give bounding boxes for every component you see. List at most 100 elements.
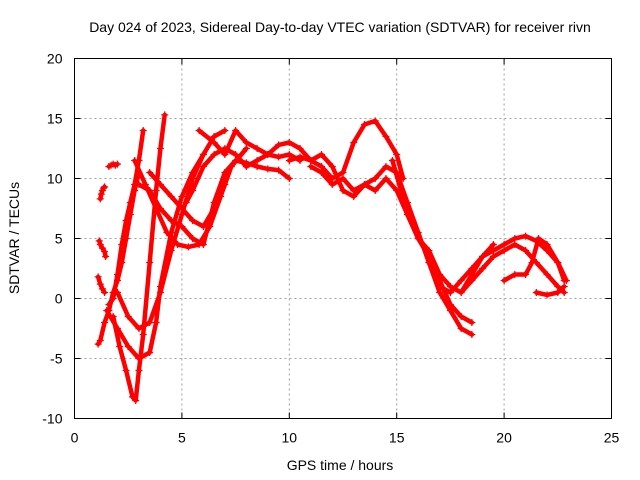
- data-point: [94, 273, 102, 281]
- data-series-track-4: [95, 274, 107, 295]
- data-point: [182, 199, 190, 206]
- data-points-track-2: [95, 237, 110, 260]
- data-point: [98, 285, 106, 293]
- data-points-track-21: [532, 283, 568, 299]
- data-point: [328, 181, 336, 188]
- data-point: [189, 187, 197, 194]
- data-point: [113, 160, 121, 168]
- data-point: [152, 319, 160, 326]
- data-point: [206, 223, 214, 230]
- data-point: [146, 349, 154, 356]
- data-point: [532, 289, 540, 296]
- data-point: [436, 289, 444, 296]
- x-axis-label: GPS time / hours: [287, 457, 394, 473]
- data-point: [339, 187, 347, 194]
- data-point: [189, 217, 197, 224]
- data-point: [397, 187, 405, 194]
- data-point: [360, 181, 368, 188]
- data-point: [210, 151, 218, 158]
- data-point: [242, 163, 250, 170]
- data-point: [116, 343, 124, 350]
- data-point: [328, 163, 336, 170]
- data-point: [122, 367, 130, 374]
- data-point: [199, 163, 207, 170]
- data-point: [146, 259, 154, 266]
- data-point: [371, 187, 379, 194]
- data-point: [414, 235, 422, 242]
- data-point: [554, 259, 562, 266]
- data-point: [163, 229, 171, 236]
- data-point: [489, 241, 497, 248]
- data-point: [253, 145, 261, 152]
- data-series-track-18: [426, 233, 567, 295]
- data-point: [195, 127, 203, 134]
- data-point: [560, 289, 568, 296]
- data-point: [479, 253, 487, 260]
- data-point: [457, 277, 465, 284]
- x-tick-label: 20: [496, 430, 512, 446]
- x-tick-label: 25: [604, 430, 620, 446]
- data-point: [122, 235, 130, 242]
- data-point: [457, 325, 465, 332]
- data-point: [275, 141, 283, 149]
- data-point: [446, 307, 454, 314]
- data-point: [132, 397, 140, 404]
- data-point: [146, 319, 154, 326]
- data-point: [210, 205, 218, 212]
- data-point: [141, 181, 149, 188]
- data-point: [500, 241, 508, 248]
- y-tick-label: 5: [55, 231, 63, 247]
- data-point: [500, 277, 508, 284]
- data-point: [296, 153, 304, 161]
- data-point: [113, 325, 121, 332]
- data-point: [479, 265, 487, 272]
- data-point: [275, 153, 283, 161]
- data-point: [156, 289, 164, 296]
- data-point: [350, 187, 358, 194]
- data-point: [275, 166, 283, 174]
- x-tick-label: 5: [178, 430, 186, 446]
- data-point: [113, 277, 121, 284]
- data-point: [102, 253, 110, 260]
- data-point: [360, 121, 368, 128]
- data-point: [534, 235, 542, 242]
- data-point: [135, 181, 143, 188]
- data-point: [152, 205, 160, 212]
- data-point: [126, 211, 134, 218]
- data-point: [371, 117, 379, 125]
- data-point: [128, 393, 136, 401]
- data-point: [167, 217, 175, 224]
- data-point: [139, 331, 147, 338]
- data-point: [468, 319, 476, 326]
- data-point: [199, 151, 207, 158]
- data-point: [253, 157, 261, 164]
- data-point: [339, 175, 347, 182]
- data-point: [101, 319, 109, 326]
- data-point: [135, 355, 143, 362]
- data-point: [511, 235, 519, 242]
- data-points-track-1: [96, 183, 109, 203]
- data-point: [96, 195, 104, 203]
- data-point: [425, 253, 433, 260]
- data-point: [135, 367, 143, 374]
- data-point: [98, 244, 106, 252]
- data-point: [393, 151, 401, 158]
- data-point: [554, 283, 562, 290]
- data-point: [425, 259, 433, 266]
- data-point: [96, 337, 104, 344]
- data-point: [199, 223, 207, 230]
- data-point: [184, 243, 192, 251]
- data-point: [189, 175, 197, 182]
- data-points-track-9: [113, 151, 207, 332]
- data-points-track-20: [500, 235, 570, 284]
- data-point: [113, 289, 121, 296]
- data-point: [264, 151, 272, 158]
- data-point: [339, 169, 347, 176]
- data-point: [318, 151, 326, 158]
- data-series-track-16: [308, 164, 475, 337]
- data-point: [96, 280, 104, 288]
- data-point: [446, 301, 454, 308]
- data-point: [468, 271, 476, 278]
- data-series-track-15: [287, 152, 496, 295]
